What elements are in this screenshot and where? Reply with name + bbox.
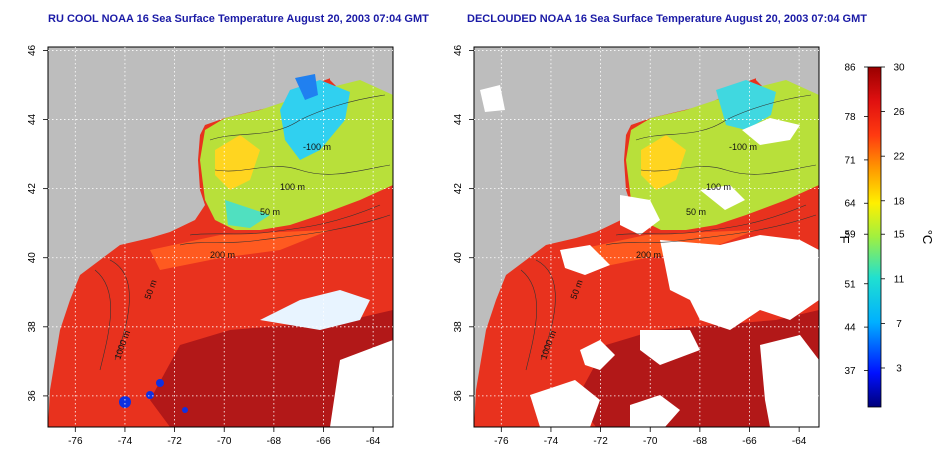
celsius-tick-label: 7 — [896, 319, 902, 330]
orange-warm-band — [150, 230, 330, 270]
y-tick-label: 44 — [453, 114, 464, 126]
x-tick-label: -74 — [118, 436, 133, 447]
cloud-white-edge — [330, 340, 393, 427]
gulf-stream-hot — [150, 310, 393, 427]
x-tick-label: -64 — [366, 436, 381, 447]
yellow-patch — [215, 135, 260, 190]
x-tick-label: -72 — [167, 436, 182, 447]
x-tick-label: -74 — [544, 436, 559, 447]
left-panel-title: RU COOL NOAA 16 Sea Surface Temperature … — [48, 13, 429, 25]
gulf-stream-hot — [576, 310, 819, 427]
contour-label: 200 m — [636, 250, 661, 260]
x-tick-label: -70 — [217, 436, 232, 447]
cloud-mask-white — [480, 85, 819, 427]
land-area — [48, 47, 393, 427]
y-tick-label: 38 — [27, 321, 38, 333]
contour-label: 100 m — [280, 182, 305, 192]
cold-cloud-spots — [119, 379, 188, 413]
bathymetry-contours — [94, 94, 391, 371]
x-tick-label: -72 — [593, 436, 608, 447]
y-tick-label: 36 — [453, 390, 464, 402]
fahrenheit-tick-label: 51 — [844, 279, 856, 290]
celsius-tick-label: 22 — [893, 152, 905, 163]
y-tick-label: 38 — [453, 321, 464, 333]
contour-label: 200 m — [210, 250, 235, 260]
y-tick-label: 44 — [27, 114, 38, 126]
fahrenheit-unit-label: °F — [837, 230, 852, 243]
y-tick-label: 40 — [453, 252, 464, 264]
x-tick-label: -66 — [316, 436, 331, 447]
fahrenheit-tick-label: 71 — [844, 155, 856, 166]
blue-bay — [295, 74, 318, 100]
map-grid-and-axes: -76 -74 -72 -70 -68 -66 -64 46 44 42 40 38 36 -100 m 1… — [27, 44, 393, 447]
celsius-unit-label: °C — [920, 230, 935, 245]
x-tick-label: -64 — [792, 436, 807, 447]
right-map-panel — [474, 47, 819, 427]
fahrenheit-tick-label: 78 — [844, 112, 856, 123]
yellow-patch — [641, 135, 686, 190]
cyan-gulf-maine — [280, 80, 350, 160]
celsius-tick-label: 30 — [893, 63, 905, 74]
cold-shelf-water — [626, 80, 819, 230]
left-map-panel — [48, 47, 393, 427]
fahrenheit-tick-label: 37 — [844, 366, 856, 377]
fahrenheit-tick-label: 86 — [844, 63, 856, 74]
fahrenheit-tick-label: 44 — [844, 323, 856, 334]
celsius-tick-label: 18 — [893, 196, 905, 207]
y-tick-label: 46 — [27, 44, 38, 56]
x-tick-label: -70 — [643, 436, 658, 447]
cyan-shelf-edge — [225, 200, 270, 228]
y-tick-label: 40 — [27, 252, 38, 264]
contour-label: 50 m — [260, 207, 280, 217]
land-area — [474, 47, 819, 427]
right-map-frame — [473, 46, 820, 428]
x-tick-label: -68 — [693, 436, 708, 447]
contour-label: 100 m — [706, 182, 731, 192]
x-tick-label: -66 — [742, 436, 757, 447]
contour-label: -100 m — [303, 142, 331, 152]
left-map-frame — [47, 46, 394, 428]
bathymetry-contours — [520, 94, 817, 371]
cloud-fragments — [260, 290, 370, 330]
colorbar — [867, 66, 882, 408]
x-tick-label: -76 — [68, 436, 83, 447]
fahrenheit-tick-label: 64 — [844, 199, 856, 210]
y-tick-label: 42 — [27, 183, 38, 195]
y-tick-label: 46 — [453, 44, 464, 56]
x-tick-label: -76 — [494, 436, 509, 447]
y-tick-label: 36 — [27, 390, 38, 402]
right-panel-title: DECLOUDED NOAA 16 Sea Surface Temperatur… — [467, 13, 867, 25]
celsius-tick-label: 11 — [894, 274, 905, 285]
contour-label: -100 m — [729, 142, 757, 152]
fahrenheit-tick-label: 59 — [844, 230, 856, 241]
contour-label: 50 m — [686, 207, 706, 217]
y-tick-label: 42 — [453, 183, 464, 195]
colorbar-ticks: 30 26 22 18 15 11 7 3 86 78 71 64 59 51 44 37 °F °C — [837, 63, 935, 377]
celsius-tick-label: 3 — [896, 363, 902, 374]
celsius-tick-label: 15 — [893, 230, 905, 241]
celsius-tick-label: 26 — [893, 107, 905, 118]
x-tick-label: -68 — [267, 436, 282, 447]
